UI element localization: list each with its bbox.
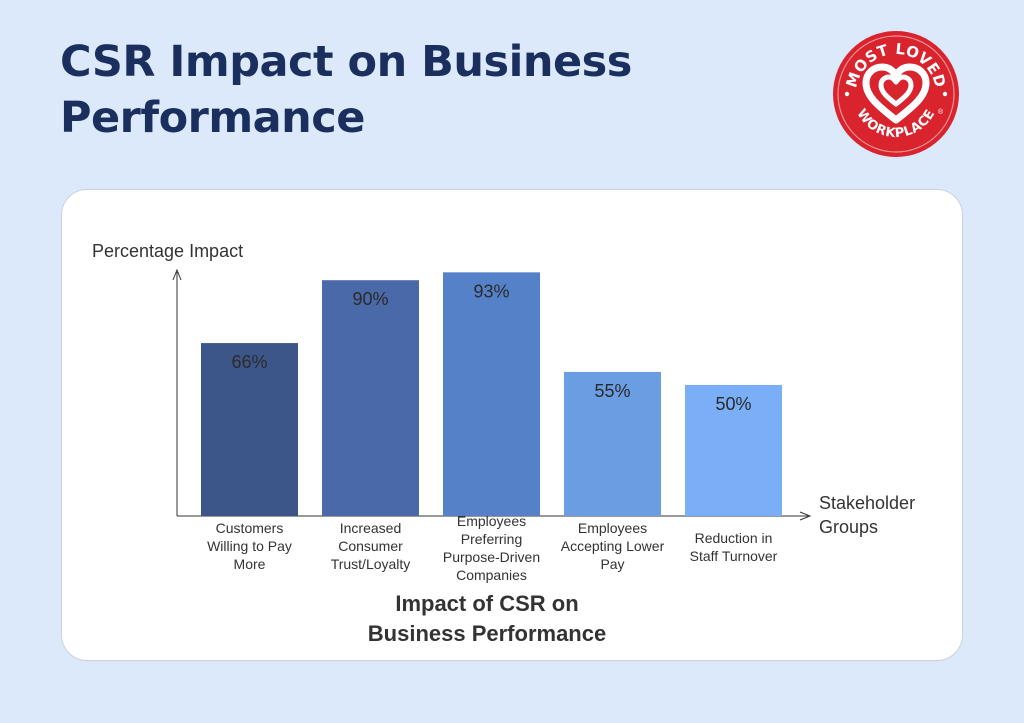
bar-value-label: 66%	[231, 352, 267, 372]
bar-value-label: 90%	[352, 289, 388, 309]
bars: 66% 90% 93% 55% 50%	[201, 272, 782, 516]
heart-icon	[862, 63, 930, 124]
x-tick-label: Employees Accepting Lower Pay	[561, 520, 665, 572]
most-loved-workplace-badge: MOST LOVED WORKPLACE ®	[833, 31, 959, 157]
bar-value-label: 93%	[473, 281, 509, 301]
x-tick-label: Customers Willing to Pay More	[207, 520, 292, 572]
bar-value-label: 55%	[594, 381, 630, 401]
bar-4	[564, 371, 661, 516]
badge-circle	[833, 31, 959, 157]
x-tick-label: Reduction in Staff Turnover	[690, 530, 778, 564]
chart-title: Impact of CSR on Business Performance	[368, 591, 606, 646]
x-tick-label: Employees Preferring Purpose-Driven Compani…	[443, 513, 540, 583]
y-axis	[172, 268, 182, 516]
x-tick-label: Increased Consumer Trust/Loyalty	[331, 520, 411, 572]
bar-3	[443, 272, 540, 516]
badge-registered-mark: ®	[938, 108, 944, 116]
x-axis-label: Stakeholder Groups	[819, 493, 915, 537]
x-tick-labels: Customers Willing to Pay More Increased Cons…	[207, 513, 778, 583]
bar-value-label: 50%	[715, 394, 751, 414]
bar-1	[201, 343, 298, 516]
y-axis-label: Percentage Impact	[92, 241, 243, 261]
bar-5	[685, 385, 782, 516]
page-title: CSR Impact on Business Performance	[60, 37, 632, 143]
bar-2	[322, 280, 419, 516]
